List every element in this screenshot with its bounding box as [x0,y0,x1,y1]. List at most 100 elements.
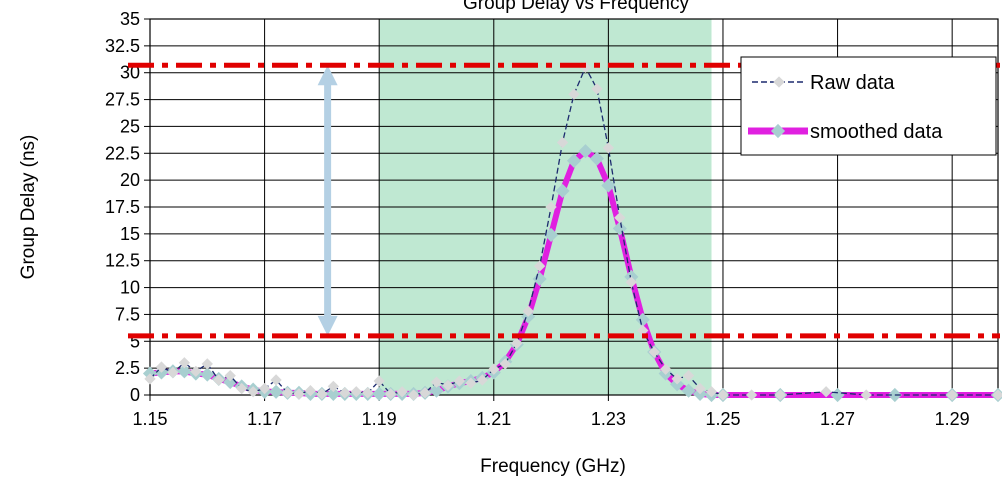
raw-data-point [419,387,431,399]
smoothed-data-point [635,312,650,327]
raw-data-point [316,388,328,400]
smoothed-data-point [268,384,284,399]
raw-data-point [190,365,202,378]
raw-data-point [350,386,362,398]
raw-data-point [258,382,271,395]
smoothed-data-point [681,383,696,398]
raw-data-point [144,373,156,385]
y-tick-label: 5 [130,331,140,351]
raw-data-point [465,377,477,389]
legend-smoothed-label: smoothed data [810,121,943,143]
raw-data-point [247,386,259,398]
y-tick-label: 12.5 [105,251,140,271]
raw-data-point [442,379,454,391]
raw-data-point [236,382,248,395]
raw-data-point [281,387,294,399]
raw-data-point [820,386,832,398]
raw-data-point [602,142,615,154]
smoothed-data-point [578,144,593,159]
legend-box [740,56,997,156]
raw-data-point [522,305,534,317]
raw-data-point [430,376,443,388]
y-tick-label: 2.5 [115,358,140,378]
plot-border [149,18,999,396]
legend: Raw data smoothed data [740,56,997,156]
y-tick-label: 30 [120,63,140,83]
raw-data-point [201,358,213,370]
raw-data-point [660,363,672,375]
y-tick-label: 20 [120,170,140,190]
raw-data-point [476,374,488,386]
legend-smoothed-marker [770,123,786,139]
y-tick-label: 22.5 [105,143,140,163]
raw-data-point [155,361,168,373]
raw-data-point [327,380,340,393]
raw-data-point [774,389,786,401]
raw-data-point [860,389,872,401]
x-tick-label: 1.17 [247,409,282,429]
raw-data-point [705,386,718,398]
raw-data-point [178,357,191,369]
y-tick-label: 32.5 [105,36,140,56]
smoothed-data-point [830,387,845,403]
legend-raw-label: Raw data [810,72,895,94]
y-tick-label: 0 [130,385,140,405]
raw-data-point [682,370,695,382]
smoothed-data-point [326,386,341,401]
smoothed-data-point [612,221,627,236]
raw-data-point [384,388,397,400]
y-tick-label: 35 [120,9,140,29]
smoothed-data-point [555,183,570,198]
y-tick-label: 15 [120,224,140,244]
raw-data-point [992,389,1002,401]
raw-data-point [511,337,523,350]
annotation-arrow-head-bottom [317,315,338,336]
smoothed-data-point [429,383,444,398]
raw-data-point [224,370,236,382]
y-axis-title: Group Delay (ns) [18,135,39,280]
x-tick-label: 1.19 [362,409,397,429]
raw-data-point [614,212,626,224]
y-tick-label: 10 [120,278,140,298]
smoothed-data-point [200,367,215,382]
chart-title: Group Delay vs Frequency [463,0,689,14]
raw-data-point [339,387,351,399]
raw-data-point [745,389,758,401]
raw-data-point [545,201,557,213]
smoothed-data-point [566,153,582,168]
raw-data-point [407,389,420,401]
raw-data-point [362,387,374,399]
x-axis-title: Frequency (GHz) [480,456,626,477]
raw-data-point [373,375,385,387]
raw-data-point [637,324,649,337]
x-tick-label: 1.21 [476,409,511,429]
raw-data-point [270,374,282,386]
smoothed-data-point [372,386,387,401]
raw-data-point [671,373,683,385]
smoothed-data-point [532,271,547,287]
x-tick-label: 1.25 [705,409,740,429]
y-tick-label: 7.5 [115,304,140,324]
smoothed-data-point [544,227,559,243]
raw-data-point [293,388,305,400]
raw-data-point [648,346,660,358]
raw-data-point [946,389,958,401]
raw-data-point [304,385,317,397]
raw-data-point [556,136,569,149]
raw-data-point [453,375,466,387]
raw-data-point [488,363,500,375]
smoothed-data-point [223,375,238,390]
raw-data-point [167,366,179,379]
raw-data-point [533,260,546,272]
x-tick-label: 1.23 [591,409,626,429]
annotation-arrow-head-top [317,65,338,86]
raw-data-point [694,382,706,395]
x-tick-label: 1.15 [132,409,167,429]
raw-data-point [499,358,511,370]
y-tick-label: 25 [120,116,140,136]
raw-data-point [213,374,225,386]
smoothed-data-point [601,178,616,193]
y-tick-label: 17.5 [105,197,140,217]
smoothed-data-point [589,151,604,166]
